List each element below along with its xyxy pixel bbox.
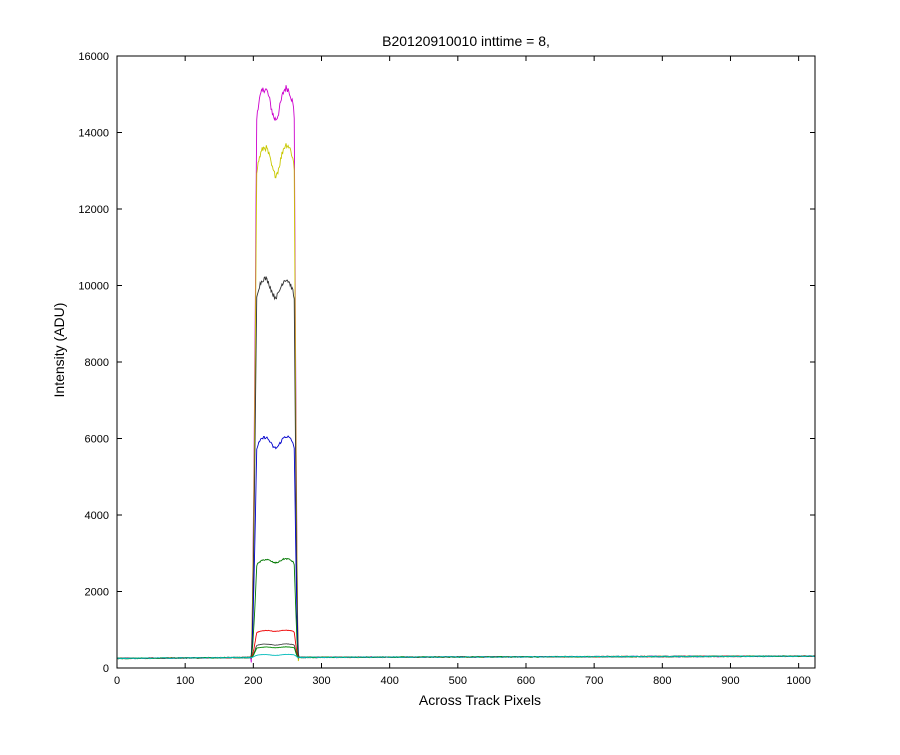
x-tick-label: 600 [517, 675, 535, 687]
x-tick-label: 300 [312, 675, 330, 687]
y-tick-label: 14000 [78, 128, 109, 140]
y-axis-title: Intensity (ADU) [51, 303, 67, 398]
x-tick-label: 200 [244, 675, 262, 687]
plot-area [117, 56, 815, 668]
chart-title: B20120910010 inttime = 8, [382, 33, 550, 49]
y-tick-label: 4000 [85, 510, 109, 522]
x-axis-title: Across Track Pixels [419, 692, 541, 708]
x-tick-label: 800 [653, 675, 671, 687]
y-tick-label: 16000 [78, 51, 109, 63]
y-tick-label: 2000 [85, 587, 109, 599]
series-layer [116, 85, 816, 663]
x-tick-label: 1000 [786, 675, 810, 687]
x-tick-label: 900 [721, 675, 739, 687]
series-line-9 [116, 653, 816, 660]
y-tick-label: 10000 [78, 281, 109, 293]
x-tick-label: 400 [380, 675, 398, 687]
y-tick-label: 8000 [85, 357, 109, 369]
x-tick-label: 100 [176, 675, 194, 687]
x-tick-label: 700 [585, 675, 603, 687]
y-tick-label: 12000 [78, 204, 109, 216]
ticks-layer: 0 100 200 300 400 500 600 700 800 900 100002000400… [78, 51, 815, 687]
y-tick-label: 6000 [85, 434, 109, 446]
y-tick-label: 0 [103, 663, 109, 675]
x-tick-label: 0 [114, 675, 120, 687]
x-tick-label: 500 [449, 675, 467, 687]
